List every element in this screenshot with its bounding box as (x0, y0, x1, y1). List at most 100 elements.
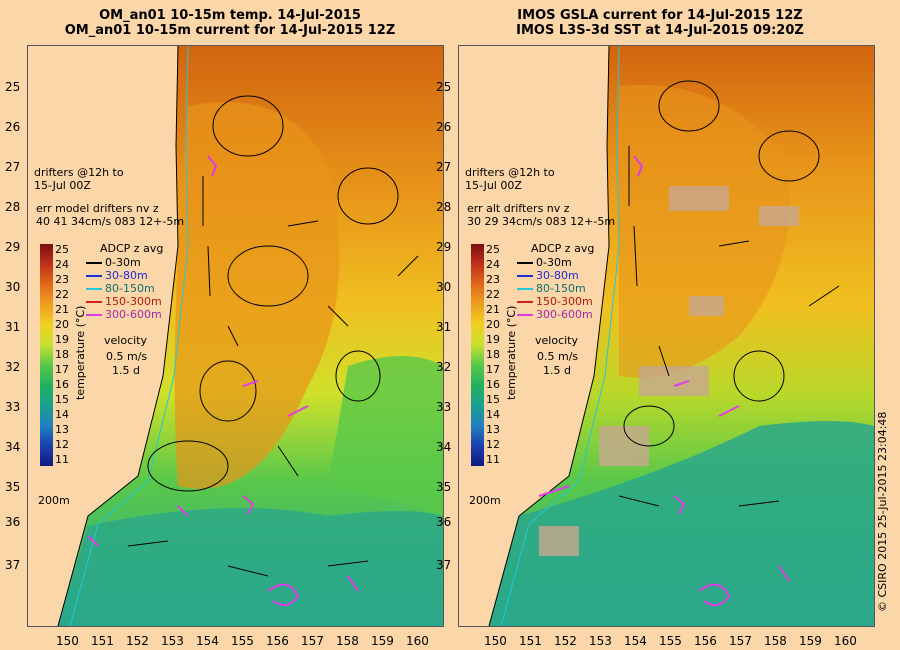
lon-tick: 160 (834, 634, 857, 648)
adcp-item: 30-80m (517, 269, 579, 282)
cb-tick: 24 (55, 258, 69, 271)
lon-tick: 158 (764, 634, 787, 648)
right-title-line2: IMOS L3S-3d SST at 14-Jul-2015 09:20Z (516, 23, 804, 38)
arrow-icon (517, 262, 533, 264)
drifter-tracks (538, 155, 790, 606)
cb-tick: 25 (55, 243, 69, 256)
eddy-contours (147, 95, 399, 492)
arrow-icon (517, 288, 533, 290)
drifter-tracks (87, 155, 359, 606)
adcp-label: 300-600m (105, 308, 162, 321)
drifters-line2: 15-Jul 00Z (34, 179, 91, 192)
lat-tick: 30 (436, 280, 452, 294)
velocity-speed: 0.5 m/s (537, 350, 579, 363)
velocity-time: 1.5 d (543, 364, 571, 377)
lon-tick: 153 (161, 634, 184, 648)
lon-tick: 155 (231, 634, 254, 648)
cb-tick: 14 (486, 408, 500, 421)
lat-tick: 33 (5, 400, 21, 414)
cb-tick: 23 (55, 273, 69, 286)
lon-tick: 151 (519, 634, 542, 648)
adcp-label: 0-30m (105, 256, 141, 269)
lon-tick: 159 (371, 634, 394, 648)
lat-tick: 26 (5, 120, 21, 134)
lat-tick: 36 (5, 515, 21, 529)
lat-tick: 35 (436, 480, 452, 494)
lat-tick: 34 (5, 440, 21, 454)
current-arrows (127, 176, 419, 577)
cb-tick: 15 (486, 393, 500, 406)
cb-tick: 11 (486, 453, 500, 466)
lat-tick: 29 (436, 240, 452, 254)
arrow-icon (517, 275, 533, 277)
left-map-panel (27, 45, 444, 627)
colorbar-gradient (40, 244, 53, 466)
lat-tick: 31 (436, 320, 452, 334)
cb-tick: 20 (55, 318, 69, 331)
lon-tick: 154 (624, 634, 647, 648)
isobath-200m (500, 46, 620, 626)
arrow-icon (86, 262, 102, 264)
left-title: OM_an01 10-15m temp. 14-Jul-2015 OM_an01… (20, 8, 440, 38)
arrow-icon (86, 301, 102, 303)
cb-tick: 20 (486, 318, 500, 331)
lat-tick: 32 (5, 360, 21, 374)
right-map-panel (458, 45, 875, 627)
cb-tick: 18 (55, 348, 69, 361)
right-drifters-note: drifters @12h to 15-Jul 00Z (465, 166, 555, 192)
adcp-label: 300-600m (536, 308, 593, 321)
cb-tick: 16 (55, 378, 69, 391)
green-east (328, 356, 443, 516)
lon-tick: 150 (484, 634, 507, 648)
adcp-label: 30-80m (536, 269, 579, 282)
cold-south (489, 421, 874, 626)
lon-tick: 155 (659, 634, 682, 648)
coast-line (488, 46, 610, 626)
err-line2: 40 41 34cm/s 083 12+-5m (36, 215, 185, 228)
lon-tick: 150 (56, 634, 79, 648)
lat-tick: 37 (5, 558, 21, 572)
cb-tick: 23 (486, 273, 500, 286)
velocity-speed: 0.5 m/s (106, 350, 148, 363)
cb-tick: 12 (55, 438, 69, 451)
cb-tick: 11 (55, 453, 69, 466)
lat-tick: 34 (436, 440, 452, 454)
lat-tick: 27 (5, 160, 21, 174)
isobath-label: 200m (38, 494, 70, 507)
lon-tick: 154 (196, 634, 219, 648)
cb-tick: 22 (55, 288, 69, 301)
lon-tick: 157 (301, 634, 324, 648)
lon-tick: 156 (266, 634, 289, 648)
lat-tick: 31 (5, 320, 21, 334)
left-map (28, 46, 443, 626)
lat-tick: 25 (436, 80, 452, 94)
err-line2: 30 29 34cm/s 083 12+-5m (467, 215, 616, 228)
right-title: IMOS GSLA current for 14-Jul-2015 12Z IM… (450, 8, 870, 38)
lon-tick: 159 (799, 634, 822, 648)
left-err-stats: err model drifters nv z 40 41 34cm/s 083… (36, 202, 184, 228)
cb-tick: 21 (55, 303, 69, 316)
lon-tick: 152 (126, 634, 149, 648)
arrow-icon (517, 301, 533, 303)
right-map (459, 46, 874, 626)
adcp-item: 80-150m (517, 282, 586, 295)
adcp-label: 30-80m (105, 269, 148, 282)
left-title-line2: OM_an01 10-15m current for 14-Jul-2015 1… (64, 23, 396, 38)
cb-tick: 22 (486, 288, 500, 301)
eddy-contours (623, 80, 820, 447)
lat-tick: 36 (436, 515, 452, 529)
cb-tick: 16 (486, 378, 500, 391)
lat-tick: 28 (436, 200, 452, 214)
lon-tick: 156 (694, 634, 717, 648)
adcp-label: 0-30m (536, 256, 572, 269)
lat-tick: 32 (436, 360, 452, 374)
lon-tick: 160 (406, 634, 429, 648)
left-title-line1: OM_an01 10-15m temp. 14-Jul-2015 (99, 8, 361, 23)
isobath-200m (69, 46, 189, 626)
cb-tick: 15 (55, 393, 69, 406)
cb-tick: 19 (486, 333, 500, 346)
cb-tick: 21 (486, 303, 500, 316)
lat-tick: 26 (436, 120, 452, 134)
cb-tick: 12 (486, 438, 500, 451)
adcp-item: 300-600m (517, 308, 593, 321)
